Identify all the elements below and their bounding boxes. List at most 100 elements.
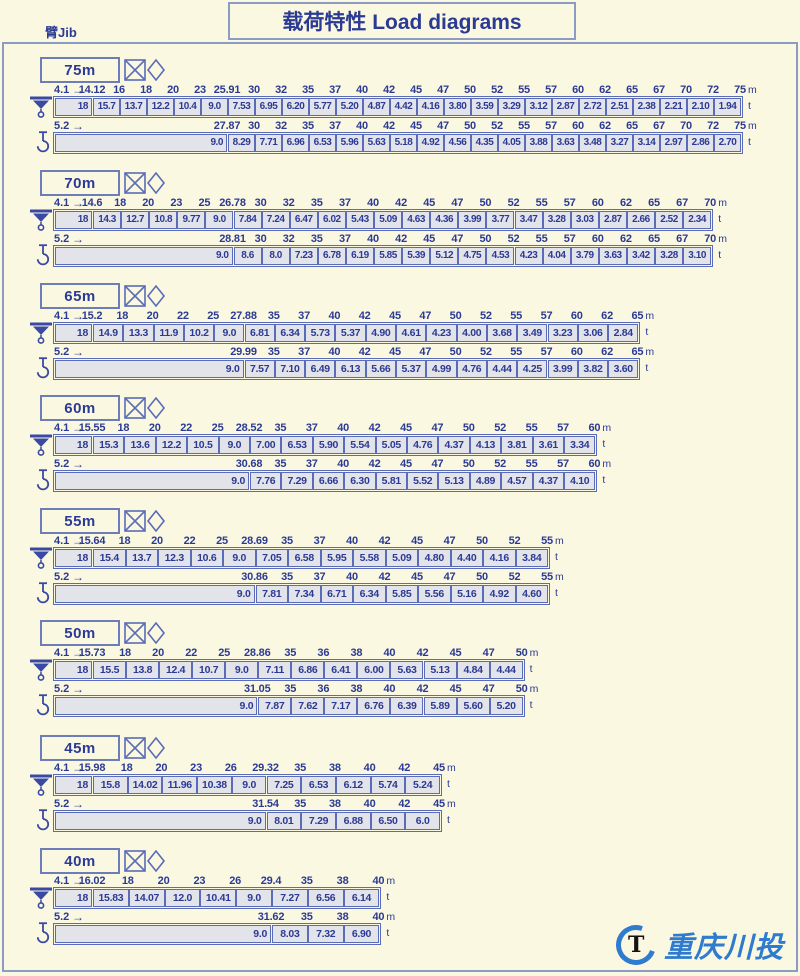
section-50m: 50m 4.1 → 15.73 18 20 22 25 28.86 35 36 38 40 42 45 47 5… xyxy=(0,620,800,730)
radius-label: 15.73 xyxy=(78,647,106,659)
radius-label: 50 xyxy=(476,571,488,583)
load-cell: 8.03 xyxy=(272,925,308,943)
radius-label: 23 xyxy=(190,762,203,774)
load-cell: 6.20 xyxy=(282,98,309,116)
load-cell: 7.23 xyxy=(289,247,318,265)
radius-label: 40 xyxy=(363,762,376,774)
right-arrow-icon: → xyxy=(72,119,84,133)
load-cell: 5.37 xyxy=(396,360,427,378)
radius-label: 35 xyxy=(302,120,314,132)
radius-label: 42 xyxy=(398,798,411,810)
section-65m: 65m 4.1 → 15.2 18 20 22 25 27.88 35 37 40 42 45 47 50 52… xyxy=(0,283,800,393)
load-unit-label: t xyxy=(529,663,533,675)
load-cell: 12.2 xyxy=(147,98,174,116)
load-bar-5.2: 9.0 8.29 7.71 6.96 6.53 5.96 5.63 5.18 4.92 4.56 4… xyxy=(53,132,743,154)
radius-label: 35 xyxy=(302,84,314,96)
min-radius-label: 5.2 xyxy=(54,571,70,583)
min-radius-label: 5.2 xyxy=(54,346,70,358)
jib-end-icon xyxy=(124,736,166,760)
radius-label: 40 xyxy=(356,84,368,96)
load-cell: 7.84 xyxy=(233,211,262,229)
load-cell: 8.29 xyxy=(228,134,255,152)
load-cell: 7.81 xyxy=(255,585,288,603)
radius-label: 70 xyxy=(704,197,717,209)
load-cell: 4.92 xyxy=(417,134,444,152)
radius-label: 26 xyxy=(229,875,242,887)
load-cell: 5.90 xyxy=(312,436,345,454)
radius-label: 35 xyxy=(294,762,307,774)
load-cell-max: 18 xyxy=(55,98,92,116)
radius-label: 60 xyxy=(591,233,604,245)
radius-label: 20 xyxy=(142,197,155,209)
jib-end-icon xyxy=(124,396,166,420)
load-cell: 7.24 xyxy=(261,211,290,229)
load-bar-4.1: 18 15.8 14.02 11.96 10.38 9.0 7.25 6.53 6.12 5.74… xyxy=(53,774,442,796)
single-hook-icon xyxy=(36,131,50,153)
load-cell: 6.14 xyxy=(343,889,380,907)
load-cell: 5.56 xyxy=(418,585,451,603)
load-cell: 7.57 xyxy=(244,360,275,378)
load-cell: 7.76 xyxy=(250,472,282,490)
load-cell: 4.57 xyxy=(501,472,533,490)
radius-label: 35 xyxy=(310,233,323,245)
radius-label: 37 xyxy=(313,535,326,547)
radius-label: 20 xyxy=(167,84,179,96)
radius-label: 29.32 xyxy=(252,762,279,774)
radius-label: 38 xyxy=(350,683,363,695)
load-cell: 6.00 xyxy=(357,661,391,679)
load-cell: 4.90 xyxy=(365,324,396,342)
radius-label: 37 xyxy=(338,233,351,245)
load-cell: 6.78 xyxy=(317,247,346,265)
radius-label: 35 xyxy=(294,798,307,810)
radius-label: 75 xyxy=(734,120,746,132)
load-cell: 3.77 xyxy=(486,211,515,229)
load-cell: 2.21 xyxy=(660,98,687,116)
radius-label: 42 xyxy=(398,762,411,774)
radius-label: 40 xyxy=(337,422,350,434)
load-cell: 9.0 xyxy=(223,549,256,567)
radius-label: 37 xyxy=(329,84,341,96)
radius-label: 50 xyxy=(479,197,492,209)
section-60m: 60m 4.1 → 15.55 18 20 22 25 28.52 35 37 40 42 45 47 50 5… xyxy=(0,395,800,505)
load-cell: 5.24 xyxy=(405,776,440,794)
load-cell: 2.87 xyxy=(598,211,627,229)
right-arrow-icon: → xyxy=(72,232,84,246)
load-cell: 2.10 xyxy=(687,98,714,116)
jib-length-badge: 40m xyxy=(40,848,120,874)
radius-label: 25 xyxy=(207,310,220,322)
single-hook-icon xyxy=(36,244,50,266)
load-bar-5.2: 9.0 8.6 8.0 7.23 6.78 6.19 5.85 5.39 5.12 4.75 4.5… xyxy=(53,245,714,267)
load-cell: 12.0 xyxy=(164,889,201,907)
load-cell: 5.18 xyxy=(390,134,417,152)
radius-label: 40 xyxy=(337,458,350,470)
load-cell: 2.51 xyxy=(606,98,633,116)
load-cell: 15.7 xyxy=(93,98,120,116)
load-cell: 13.8 xyxy=(126,661,160,679)
right-arrow-icon: → xyxy=(72,797,84,811)
radius-label: 50 xyxy=(515,683,528,695)
radius-label: 42 xyxy=(378,571,391,583)
load-cell: 3.68 xyxy=(486,324,518,342)
right-arrow-icon: → xyxy=(72,421,84,435)
radius-label: 62 xyxy=(619,233,632,245)
trolley-hook-icon xyxy=(30,887,52,909)
radius-label: 45 xyxy=(400,458,412,470)
radius-label: 72 xyxy=(707,120,719,132)
page-title: 载荷特性 Load diagrams xyxy=(282,11,522,34)
radius-label: 47 xyxy=(482,647,495,659)
load-cell: 3.03 xyxy=(570,211,599,229)
load-cell: 3.60 xyxy=(608,360,639,378)
jib-length-badge: 60m xyxy=(40,395,120,421)
load-cell: 9.0 xyxy=(205,211,234,229)
radius-label: 40 xyxy=(363,798,376,810)
load-cell: 5.85 xyxy=(385,585,418,603)
load-cell: 7.71 xyxy=(255,134,282,152)
radius-label: 60 xyxy=(588,422,601,434)
load-cell: 3.61 xyxy=(532,436,564,454)
load-cell: 4.99 xyxy=(426,360,457,378)
radius-label: 20 xyxy=(157,875,170,887)
load-unit-label: t xyxy=(748,136,751,148)
trolley-hook-icon xyxy=(30,322,52,344)
radius-label: 35 xyxy=(300,875,313,887)
load-cell: 9.0 xyxy=(214,324,245,342)
